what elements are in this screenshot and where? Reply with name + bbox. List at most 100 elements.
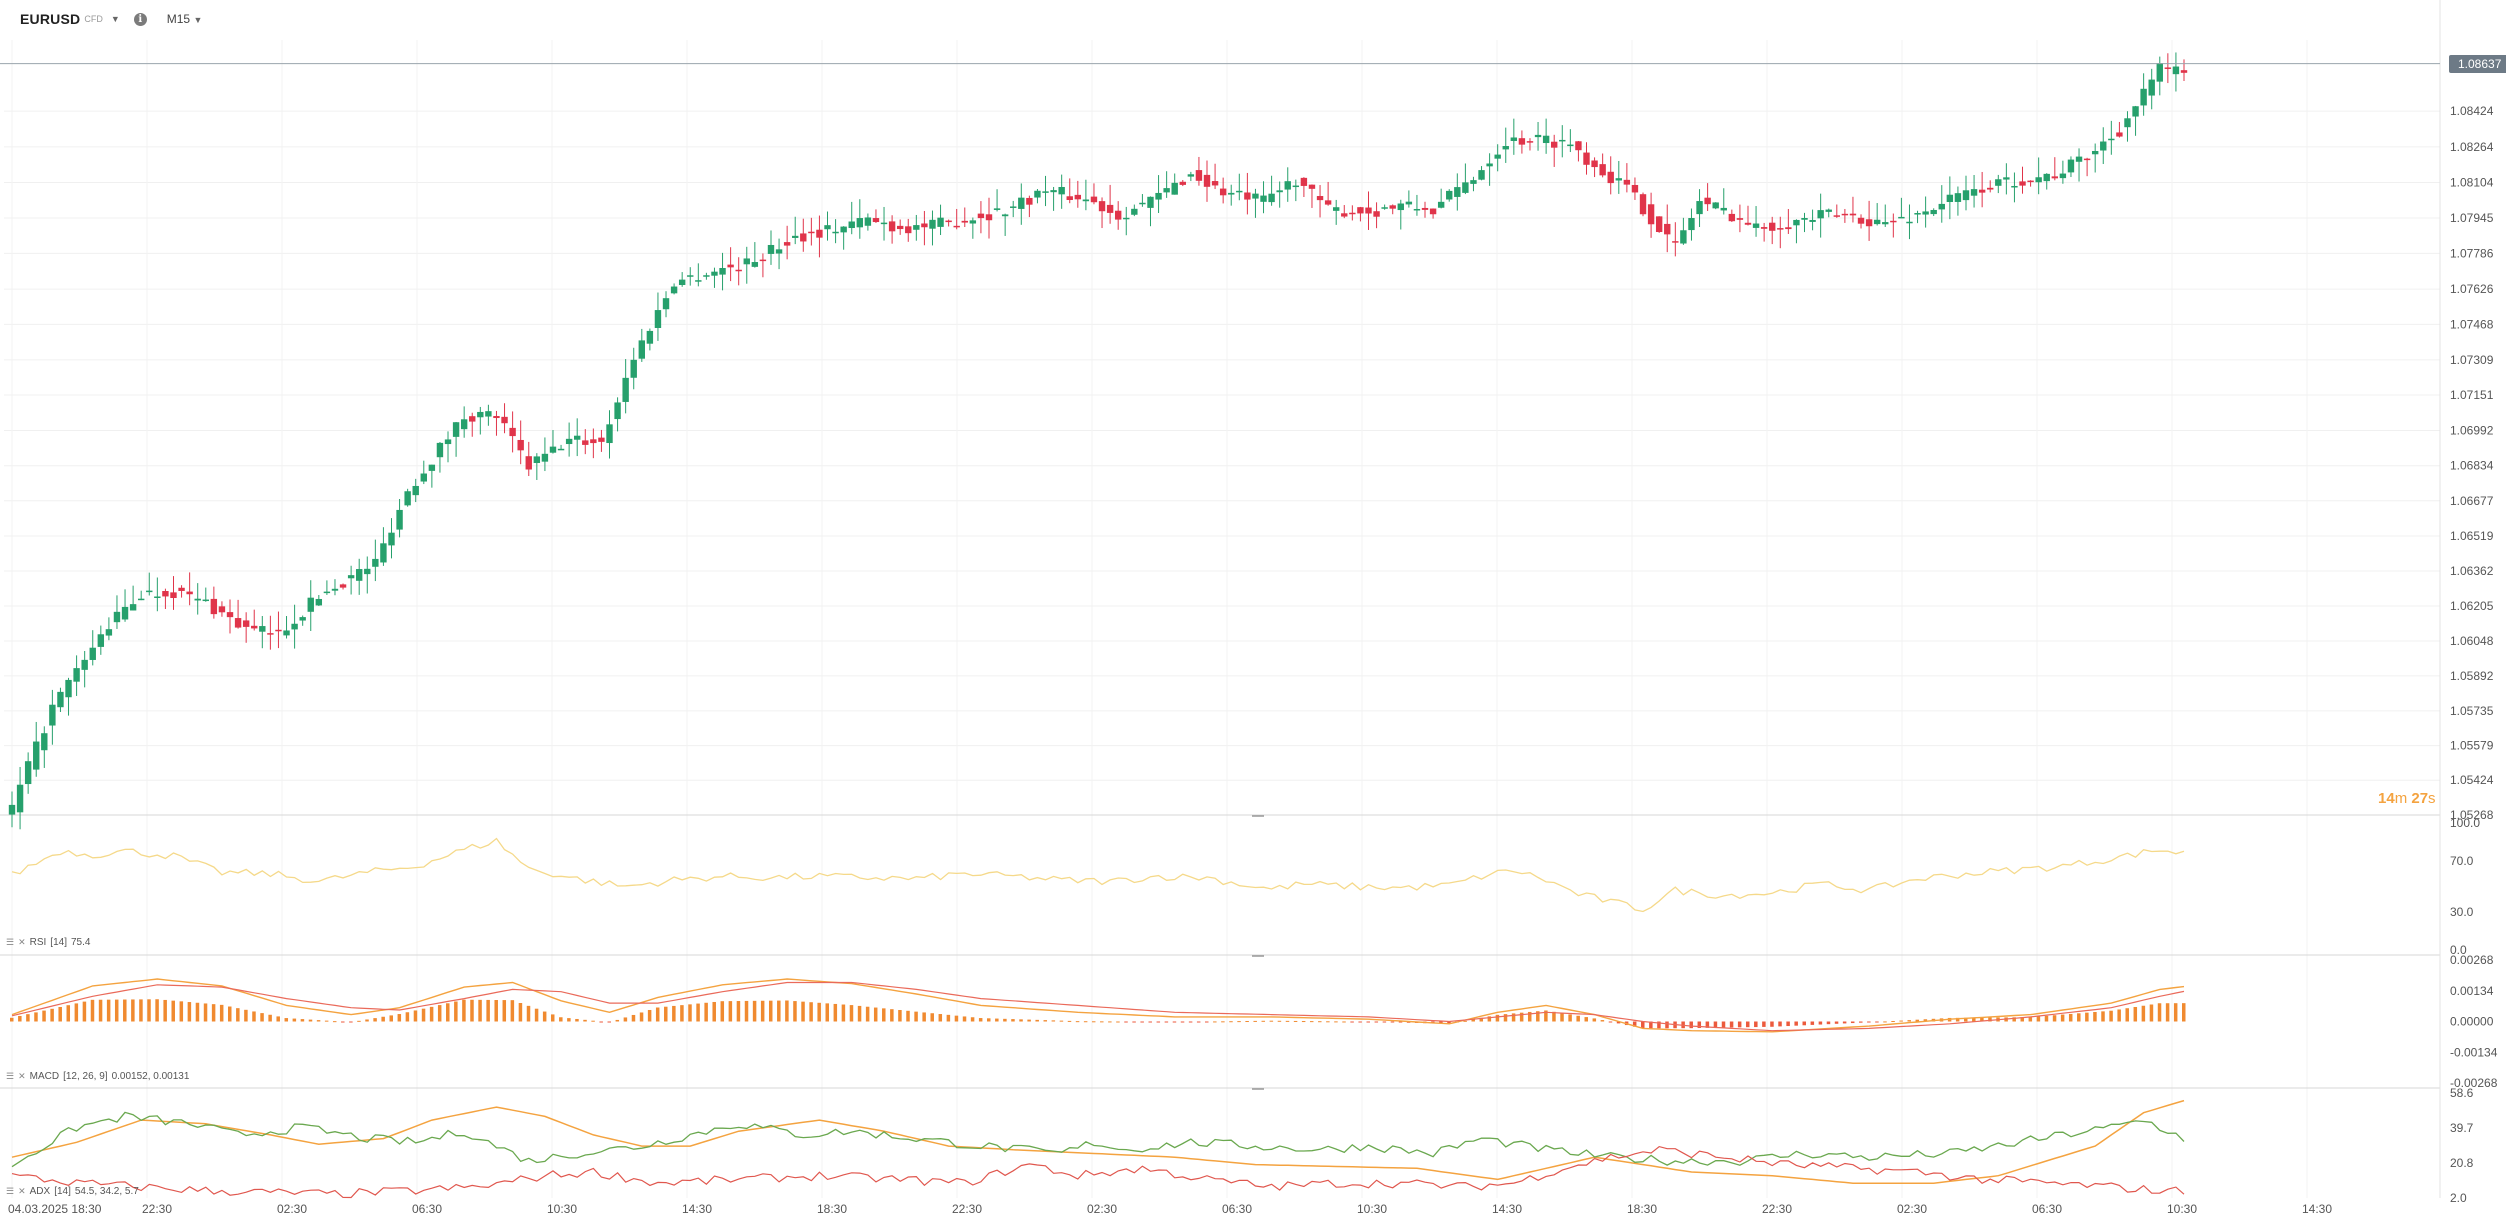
candle[interactable] — [315, 594, 323, 607]
candle[interactable] — [2051, 157, 2059, 181]
candle[interactable] — [242, 612, 250, 643]
candle[interactable] — [1195, 156, 1203, 186]
candle[interactable] — [1591, 157, 1598, 178]
candle[interactable] — [121, 589, 129, 622]
candle[interactable] — [1914, 210, 1921, 224]
candle[interactable] — [775, 238, 783, 270]
candle[interactable] — [1542, 118, 1550, 154]
candle[interactable] — [1260, 181, 1267, 214]
candle[interactable] — [1607, 156, 1614, 195]
candle[interactable] — [888, 215, 896, 244]
candle[interactable] — [1817, 193, 1824, 238]
candle[interactable] — [1655, 216, 1663, 233]
candle[interactable] — [57, 687, 64, 712]
candle[interactable] — [8, 791, 16, 828]
candle[interactable] — [1688, 208, 1695, 241]
candle[interactable] — [1171, 173, 1178, 195]
candle[interactable] — [1906, 204, 1913, 240]
candle[interactable] — [606, 410, 613, 459]
candle[interactable] — [864, 213, 872, 231]
candle[interactable] — [1324, 181, 1332, 206]
candle[interactable] — [614, 397, 621, 432]
candle[interactable] — [1098, 197, 1106, 229]
candle[interactable] — [792, 216, 799, 245]
candle[interactable] — [299, 615, 306, 626]
candle[interactable] — [2148, 68, 2155, 110]
candle[interactable] — [896, 219, 904, 235]
candle[interactable] — [1155, 175, 1162, 214]
candle[interactable] — [703, 272, 710, 280]
rsi-settings-icon[interactable]: ☰ — [6, 937, 15, 947]
candle[interactable] — [751, 242, 759, 268]
candle[interactable] — [1526, 138, 1534, 151]
candle[interactable] — [2035, 157, 2042, 195]
candle[interactable] — [832, 219, 839, 244]
candle[interactable] — [485, 404, 492, 426]
candle[interactable] — [154, 577, 161, 612]
candle[interactable] — [129, 585, 137, 611]
candle[interactable] — [355, 558, 363, 595]
candle[interactable] — [33, 721, 40, 777]
candle[interactable] — [695, 263, 702, 287]
candle[interactable] — [1131, 204, 1138, 217]
candle[interactable] — [1567, 129, 1574, 153]
candle[interactable] — [654, 292, 662, 341]
candle[interactable] — [477, 406, 484, 435]
candle[interactable] — [73, 655, 80, 696]
candle[interactable] — [1429, 208, 1437, 219]
candle[interactable] — [1486, 153, 1493, 186]
candle[interactable] — [1785, 209, 1792, 234]
candle[interactable] — [2164, 53, 2172, 84]
candle[interactable] — [1228, 184, 1235, 206]
candle[interactable] — [582, 429, 589, 455]
candle[interactable] — [1502, 127, 1509, 163]
candle[interactable] — [1551, 134, 1558, 167]
candle[interactable] — [1179, 179, 1186, 187]
candle[interactable] — [283, 616, 290, 639]
candle[interactable] — [1316, 185, 1324, 218]
candle[interactable] — [2083, 157, 2091, 177]
candle[interactable] — [1308, 184, 1316, 208]
candle[interactable] — [428, 464, 436, 488]
candle[interactable] — [1970, 175, 1978, 208]
candle[interactable] — [113, 595, 121, 629]
candle[interactable] — [590, 428, 597, 459]
candle[interactable] — [1583, 142, 1590, 175]
candle[interactable] — [953, 208, 960, 230]
candle[interactable] — [218, 601, 226, 617]
candle[interactable] — [1922, 196, 1929, 228]
candle[interactable] — [1841, 208, 1849, 223]
candle[interactable] — [1760, 222, 1768, 242]
candle[interactable] — [388, 518, 395, 559]
candle[interactable] — [444, 431, 452, 463]
candle[interactable] — [404, 488, 411, 507]
candle[interactable] — [670, 283, 678, 295]
candle[interactable] — [1050, 186, 1057, 211]
candle[interactable] — [525, 441, 532, 477]
macd-close-icon[interactable]: ✕ — [18, 1071, 26, 1081]
candle[interactable] — [16, 766, 24, 830]
rsi-close-icon[interactable]: ✕ — [18, 937, 26, 947]
candle[interactable] — [2043, 173, 2050, 190]
candle[interactable] — [1082, 179, 1090, 211]
candle[interactable] — [1139, 194, 1146, 207]
candle[interactable] — [533, 453, 541, 480]
candle[interactable] — [945, 219, 952, 227]
candle[interactable] — [1114, 201, 1122, 230]
candle[interactable] — [541, 437, 549, 472]
candle[interactable] — [1752, 206, 1760, 237]
candle[interactable] — [275, 611, 282, 649]
candle[interactable] — [880, 206, 888, 241]
candle[interactable] — [678, 272, 686, 287]
candle[interactable] — [226, 599, 234, 634]
candle[interactable] — [1042, 175, 1049, 207]
candle[interactable] — [420, 460, 427, 485]
candle[interactable] — [1470, 176, 1477, 192]
candle[interactable] — [105, 617, 113, 641]
candle[interactable] — [24, 752, 32, 794]
candle[interactable] — [1728, 209, 1736, 222]
candle[interactable] — [396, 499, 403, 538]
candle[interactable] — [202, 587, 209, 602]
candle[interactable] — [1058, 174, 1065, 209]
